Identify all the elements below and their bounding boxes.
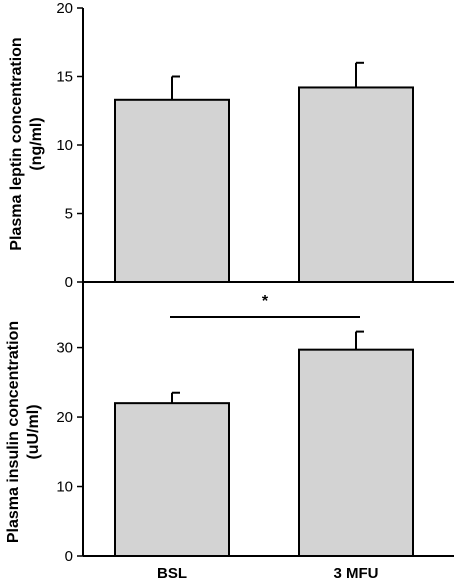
leptin-panel: 0 5 10 15 20 <box>56 0 414 291</box>
significance-star: * <box>262 293 269 310</box>
x-tick-label-bsl: BSL <box>157 565 187 580</box>
x-tick-label-3mfu: 3 MFU <box>334 565 379 580</box>
bottom-ylabel-line2: (uU/ml) <box>25 404 42 459</box>
top-ylabel-line2: (ng/ml) <box>28 117 45 170</box>
insulin-panel: 0 10 20 30 <box>56 330 414 565</box>
leptin-y-tick-label-5: 5 <box>65 206 73 223</box>
leptin-y-tick-label-10: 10 <box>56 137 73 154</box>
leptin-y-tick-label-0: 0 <box>65 274 73 291</box>
top-ylabel: Plasma leptin concentration (ng/ml) <box>8 37 45 250</box>
bottom-ylabel-line1: Plasma insulin concentration <box>5 321 22 543</box>
insulin-y-tick-label-30: 30 <box>56 340 73 357</box>
top-ylabel-line1: Plasma leptin concentration <box>8 37 25 250</box>
insulin-y-tick-label-10: 10 <box>56 479 73 496</box>
insulin-bar-1 <box>298 348 414 557</box>
insulin-y-tick-label-0: 0 <box>65 548 73 565</box>
significance-marker: * <box>170 293 360 318</box>
leptin-y-tick-label-20: 20 <box>56 0 73 17</box>
leptin-bar-1 <box>298 86 414 283</box>
insulin-bar-0 <box>114 402 230 557</box>
insulin-y-tick-label-20: 20 <box>56 409 73 426</box>
leptin-y-tick-label-15: 15 <box>56 69 73 86</box>
bottom-ylabel: Plasma insulin concentration (uU/ml) <box>5 321 42 543</box>
leptin-bar-0 <box>114 98 230 284</box>
